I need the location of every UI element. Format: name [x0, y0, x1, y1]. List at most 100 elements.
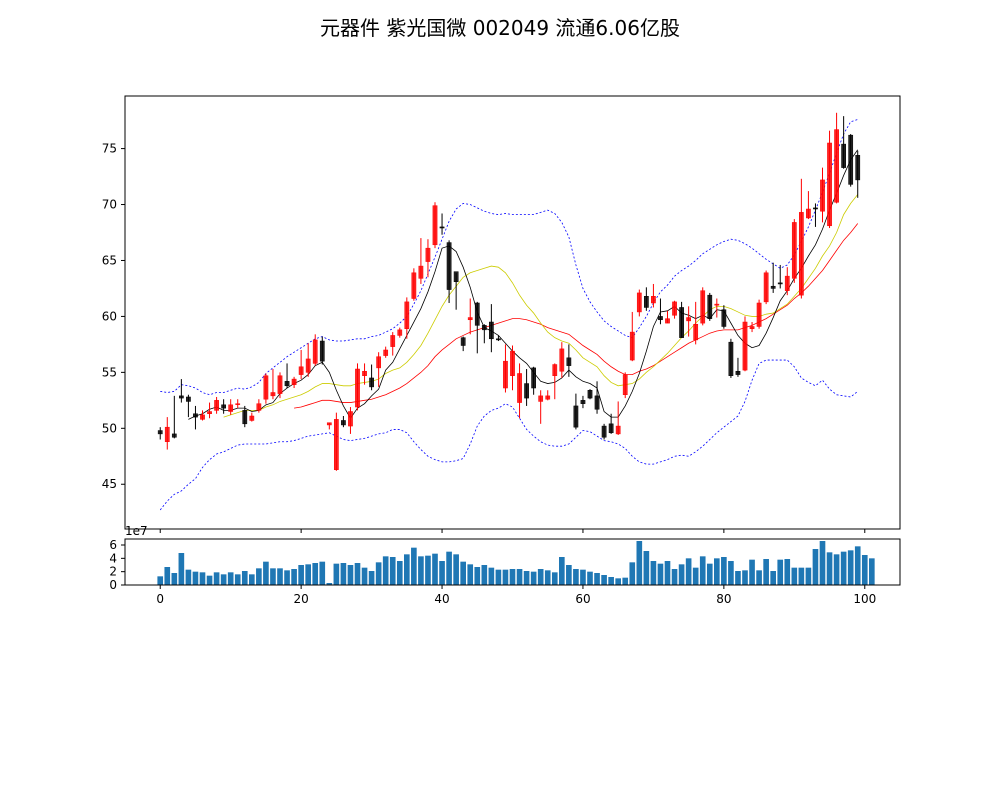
volume-axes-frame — [124, 538, 901, 586]
volume-bar — [749, 559, 755, 585]
volume-bar — [241, 571, 248, 585]
volume-bar — [650, 561, 657, 585]
volume-bar — [411, 547, 417, 585]
volume-bar — [382, 556, 389, 585]
volume-bar — [305, 564, 311, 585]
volume-x-tick-label: 20 — [293, 592, 308, 606]
volume-bar — [671, 569, 678, 585]
candle-body — [171, 433, 177, 438]
volume-bar — [206, 575, 213, 585]
candle-body — [242, 410, 248, 425]
volume-bar — [854, 546, 861, 585]
candle-body — [587, 390, 593, 399]
price-y-tick-label: 50 — [102, 421, 117, 435]
candle-body — [510, 350, 515, 376]
volume-bar — [664, 561, 671, 585]
volume-bar — [777, 559, 784, 585]
volume-bar — [833, 554, 840, 585]
candle-body — [848, 134, 854, 185]
volume-x-tick-label: 100 — [853, 592, 876, 606]
volume-bar — [566, 565, 572, 585]
volume-bar — [361, 567, 368, 585]
candle-body — [679, 307, 684, 338]
volume-bar — [249, 574, 255, 585]
volume-bar — [840, 551, 847, 585]
candle-body — [390, 335, 396, 347]
bollinger-lower-line — [159, 359, 858, 511]
volume-bar — [347, 565, 354, 585]
volume-y-tick-label: 2 — [109, 565, 117, 579]
volume-bar — [573, 569, 579, 585]
candle-body — [686, 317, 691, 322]
volume-bar — [869, 558, 875, 585]
candle-body — [164, 426, 170, 442]
candle-body — [658, 316, 663, 321]
volume-bar — [368, 571, 375, 585]
candle-body — [291, 378, 297, 385]
volume-bar — [784, 559, 791, 585]
volume-bar — [199, 572, 206, 585]
volume-bar — [467, 564, 474, 585]
candle-body — [813, 207, 818, 210]
volume-bar — [798, 567, 805, 585]
volume-bar — [537, 569, 544, 585]
volume-bar — [157, 576, 164, 585]
volume-bar — [594, 573, 600, 585]
candle-body — [524, 383, 529, 399]
volume-bar — [643, 551, 650, 585]
candle-body — [538, 395, 544, 402]
price-y-tick-label: 65 — [102, 253, 117, 267]
volume-bar — [580, 569, 586, 585]
volume-bar — [847, 550, 854, 585]
volume-bar — [213, 572, 220, 585]
volume-bar — [291, 569, 297, 585]
candle-body — [263, 375, 269, 400]
volume-bar — [728, 561, 734, 585]
volume-bar — [284, 570, 290, 585]
volume-bar — [220, 574, 227, 585]
volume-bar — [319, 561, 326, 585]
candle-body — [467, 317, 473, 321]
candle-body — [566, 357, 572, 366]
candle-body — [672, 301, 677, 316]
volume-bar — [474, 567, 481, 585]
candle-body — [622, 374, 628, 395]
volume-y-tick-label: 6 — [109, 538, 117, 552]
volume-bar — [312, 563, 319, 585]
candle-body — [559, 348, 565, 372]
candle-body — [608, 423, 614, 434]
candle-body — [179, 395, 184, 399]
candle-body — [474, 302, 480, 326]
volume-bar — [706, 563, 713, 585]
volume-bar — [439, 561, 445, 585]
volume-bar — [657, 563, 664, 585]
volume-bar — [805, 567, 812, 585]
candle-body — [355, 368, 360, 408]
candle-body — [235, 403, 241, 405]
candle-body — [489, 321, 494, 340]
price-y-tick-label: 45 — [102, 477, 117, 491]
chart-title: 元器件 紫光国微 002049 流通6.06亿股 — [320, 16, 680, 40]
candle-body — [806, 208, 811, 219]
candle-body — [453, 271, 459, 282]
price-y-tick-label: 70 — [102, 198, 117, 212]
ma-long-line — [294, 223, 859, 409]
candle-body — [644, 296, 649, 308]
volume-bar — [523, 571, 530, 585]
candle-body — [651, 296, 656, 304]
volume-bar — [622, 577, 629, 585]
candle-body — [341, 420, 346, 426]
volume-bar — [502, 569, 509, 585]
volume-bar — [256, 568, 262, 585]
candle-body — [791, 222, 797, 279]
volume-bar — [615, 578, 621, 585]
volume-bar — [812, 549, 819, 585]
candle-body — [714, 303, 720, 306]
candle-body — [481, 325, 487, 331]
volume-y-tick-label: 4 — [109, 551, 117, 565]
candle-body — [186, 396, 191, 402]
candle-body — [615, 425, 621, 435]
candle-body — [228, 404, 234, 412]
